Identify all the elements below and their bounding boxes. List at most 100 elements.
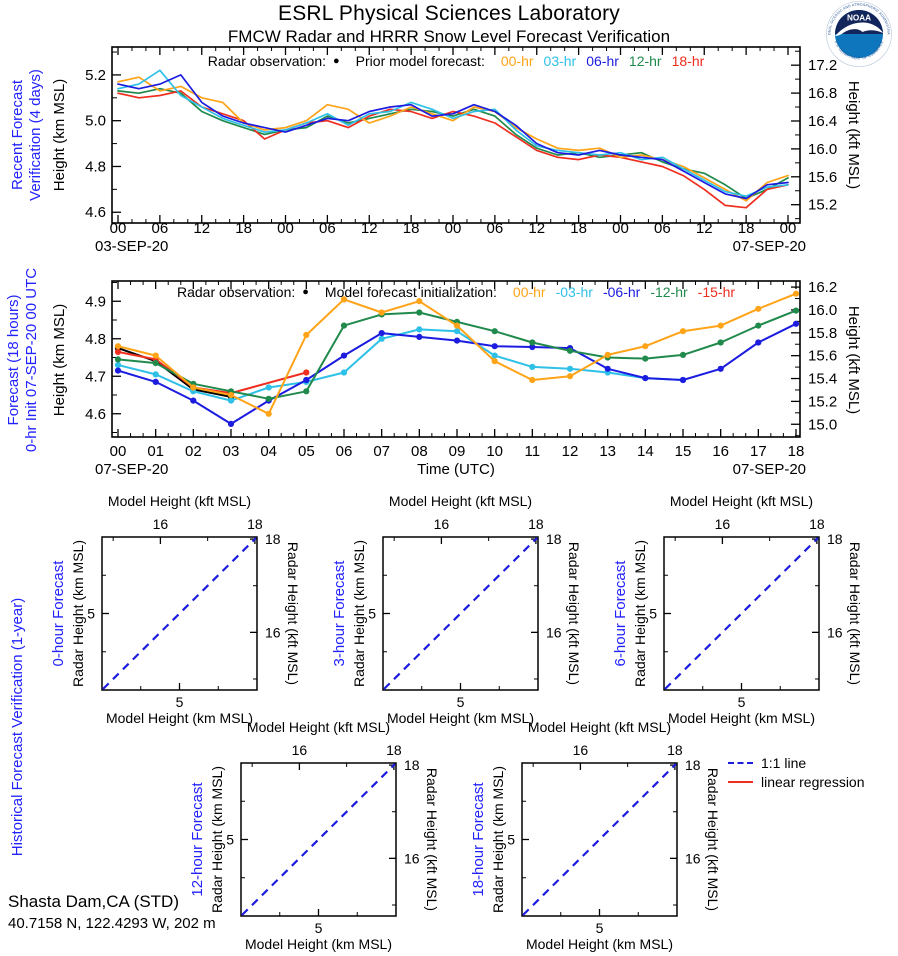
p2-xtick-label: 04 [260, 443, 277, 460]
p1-ytick-right-label: 16.8 [808, 85, 837, 102]
p2-xtick-label: 08 [411, 443, 428, 460]
scatter-kft-tick: 16 [715, 516, 731, 532]
one-to-one-label: 1:1 line [761, 754, 807, 771]
p1-xtick-label: 18 [403, 220, 420, 237]
p1-x-ticks: 00 06 12 18 00 06 12 18 00 06 12 18 00 06 12 18 00 [110, 47, 797, 237]
scatter-kft-tick: 18 [685, 757, 701, 773]
p2-ytick-left-label: 4.8 [85, 331, 106, 348]
p2-xtick-label: 15 [675, 443, 692, 460]
p2-ytick-left-label: 4.6 [85, 406, 106, 423]
p1-ylabel-left: Height (km MSL) [51, 79, 68, 192]
p2-ytick-left-label: 4.9 [85, 293, 106, 310]
panel1-legend: Radar observation: ● Prior model forecast:… [112, 53, 800, 69]
p1-ytick-right-label: 15.2 [808, 197, 837, 214]
p1-series-03-hr [117, 69, 789, 198]
p1-xtick-label: 12 [193, 220, 210, 237]
scatter-km-tick: 5 [649, 606, 657, 622]
scatter-top-label: Model Height (kft MSL) [108, 493, 251, 509]
p1-ytick-right-label: 17.2 [808, 57, 837, 74]
p2-date-right: 07-SEP-20 [733, 461, 806, 478]
p2-ytick-right-label: 15.0 [808, 416, 837, 433]
p2-ylabel-right: Height (kft MSL) [845, 306, 862, 414]
p1-xtick-label: 12 [528, 220, 545, 237]
scatter-top-label: Model Height (kft MSL) [247, 719, 390, 735]
panel-p2: 00 01 02 03 04 05 06 07 08 09 10 11 12 13 14 15 16 17 18 4.… [5, 268, 862, 478]
scatter-bottom-label: Model Height (km MSL) [106, 710, 253, 726]
p1-xtick-label: 06 [487, 220, 504, 237]
scatter-kft-tick: 16 [546, 624, 562, 640]
scatter-forecast-label: 12-hour Forecast [189, 782, 206, 897]
scatter-kft-tick: 16 [573, 742, 589, 758]
scatter-kft-tick: 18 [386, 742, 402, 758]
p1-xtick-label: 18 [738, 220, 755, 237]
p1-xtick-label: 12 [361, 220, 378, 237]
p1-series-12-hr [117, 87, 789, 200]
scatter-km-tick: 5 [596, 920, 604, 936]
scatter-forecast-label: 3-hour Forecast [331, 560, 348, 667]
scatter-top-label: Model Height (kft MSL) [670, 493, 813, 509]
scatter-kft-tick: 18 [528, 516, 544, 532]
p1-xtick-label: 06 [319, 220, 336, 237]
scatter-kft-tick: 18 [247, 516, 263, 532]
p1-ytick-left-label: 5.0 [85, 113, 106, 130]
legend-item-00-hr: 00-hr [500, 53, 534, 69]
p2-xtick-label: 10 [486, 443, 503, 460]
p2-series-00-hr [114, 290, 800, 417]
page-subtitle: FMCW Radar and HRRR Snow Level Forecast … [227, 27, 671, 46]
legend-radar-label: Radar observation: [207, 53, 327, 69]
scatter-forecast-label: 6-hour Forecast [612, 560, 629, 667]
scatter-km-tick: 5 [507, 832, 515, 848]
scatter-km-tick: 5 [457, 694, 465, 710]
p2-xtick-label: 00 [110, 443, 127, 460]
p1-side-label-2: Verification (4 days) [27, 69, 44, 201]
p2-ytick-right-label: 16.2 [808, 279, 837, 296]
p2-xtick-label: 11 [525, 443, 541, 460]
p2-x-ticks: 00 01 02 03 04 05 06 07 08 09 10 11 12 13 14 15 16 17 18 [110, 281, 805, 460]
p1-series-00-hr [117, 76, 789, 202]
scatter-right-label: Radar Height (kft MSL) [285, 542, 301, 685]
legend-item--15-hr: -15-hr [697, 284, 736, 300]
legend-item-18-hr: 18-hr [671, 53, 705, 69]
historical-side-label-text: Historical Forecast Verification (1-year… [9, 598, 26, 856]
legend-item-06-hr: 06-hr [586, 53, 619, 69]
scatter-kft-tick: 16 [404, 850, 420, 866]
scatter-km-tick: 5 [738, 694, 746, 710]
p1-xtick-label: 06 [654, 220, 671, 237]
p2-xtick-label: 01 [147, 443, 164, 460]
p2-side-label-2: 0-hr Init 07-SEP-20 00 UTC [23, 268, 40, 452]
p2-xtick-label: 05 [298, 443, 315, 460]
p1-ytick-left-label: 4.8 [85, 158, 106, 175]
p1-xtick-label: 18 [235, 220, 252, 237]
scatter-bottom-label: Model Height (km MSL) [526, 936, 673, 952]
logo-gull-icon [835, 22, 883, 36]
page-title: ESRL Physical Sciences Laboratory [278, 2, 620, 25]
key-row-1to1: 1:1 line [728, 753, 865, 772]
scatter-kft-tick: 18 [265, 531, 281, 547]
radar-dot-icon: ● [333, 55, 340, 67]
scatter-kft-tick: 18 [809, 516, 825, 532]
p1-date-left: 03-SEP-20 [95, 238, 168, 255]
scatter-kft-tick: 16 [827, 624, 843, 640]
legend-item--06-hr: -06-hr [602, 284, 641, 300]
p1-xtick-label: 00 [780, 220, 797, 237]
regression-label: linear regression [761, 773, 865, 790]
legend-item-00-hr: 00-hr [512, 284, 546, 300]
scatter-km-tick: 5 [176, 694, 184, 710]
p1-ytick-right-label: 15.6 [808, 169, 837, 186]
p2-ytick-right-label: 16.0 [808, 302, 837, 319]
panel2-legend: Radar observation: ● Model forecast initia… [112, 284, 800, 300]
p1-xtick-label: 00 [277, 220, 294, 237]
p2-xtick-label: 09 [449, 443, 466, 460]
regression-line-sample [728, 780, 753, 783]
scatter-bottom-label: Model Height (km MSL) [387, 710, 534, 726]
p1-ytick-right-label: 16.0 [808, 141, 837, 158]
p2-xtick-label: 18 [788, 443, 805, 460]
scatter-left-label: Radar Height (km MSL) [70, 540, 86, 687]
p1-xtick-label: 18 [570, 220, 587, 237]
station-info: Shasta Dam,CA (STD) 40.7158 N, 122.4293 … [8, 892, 216, 932]
